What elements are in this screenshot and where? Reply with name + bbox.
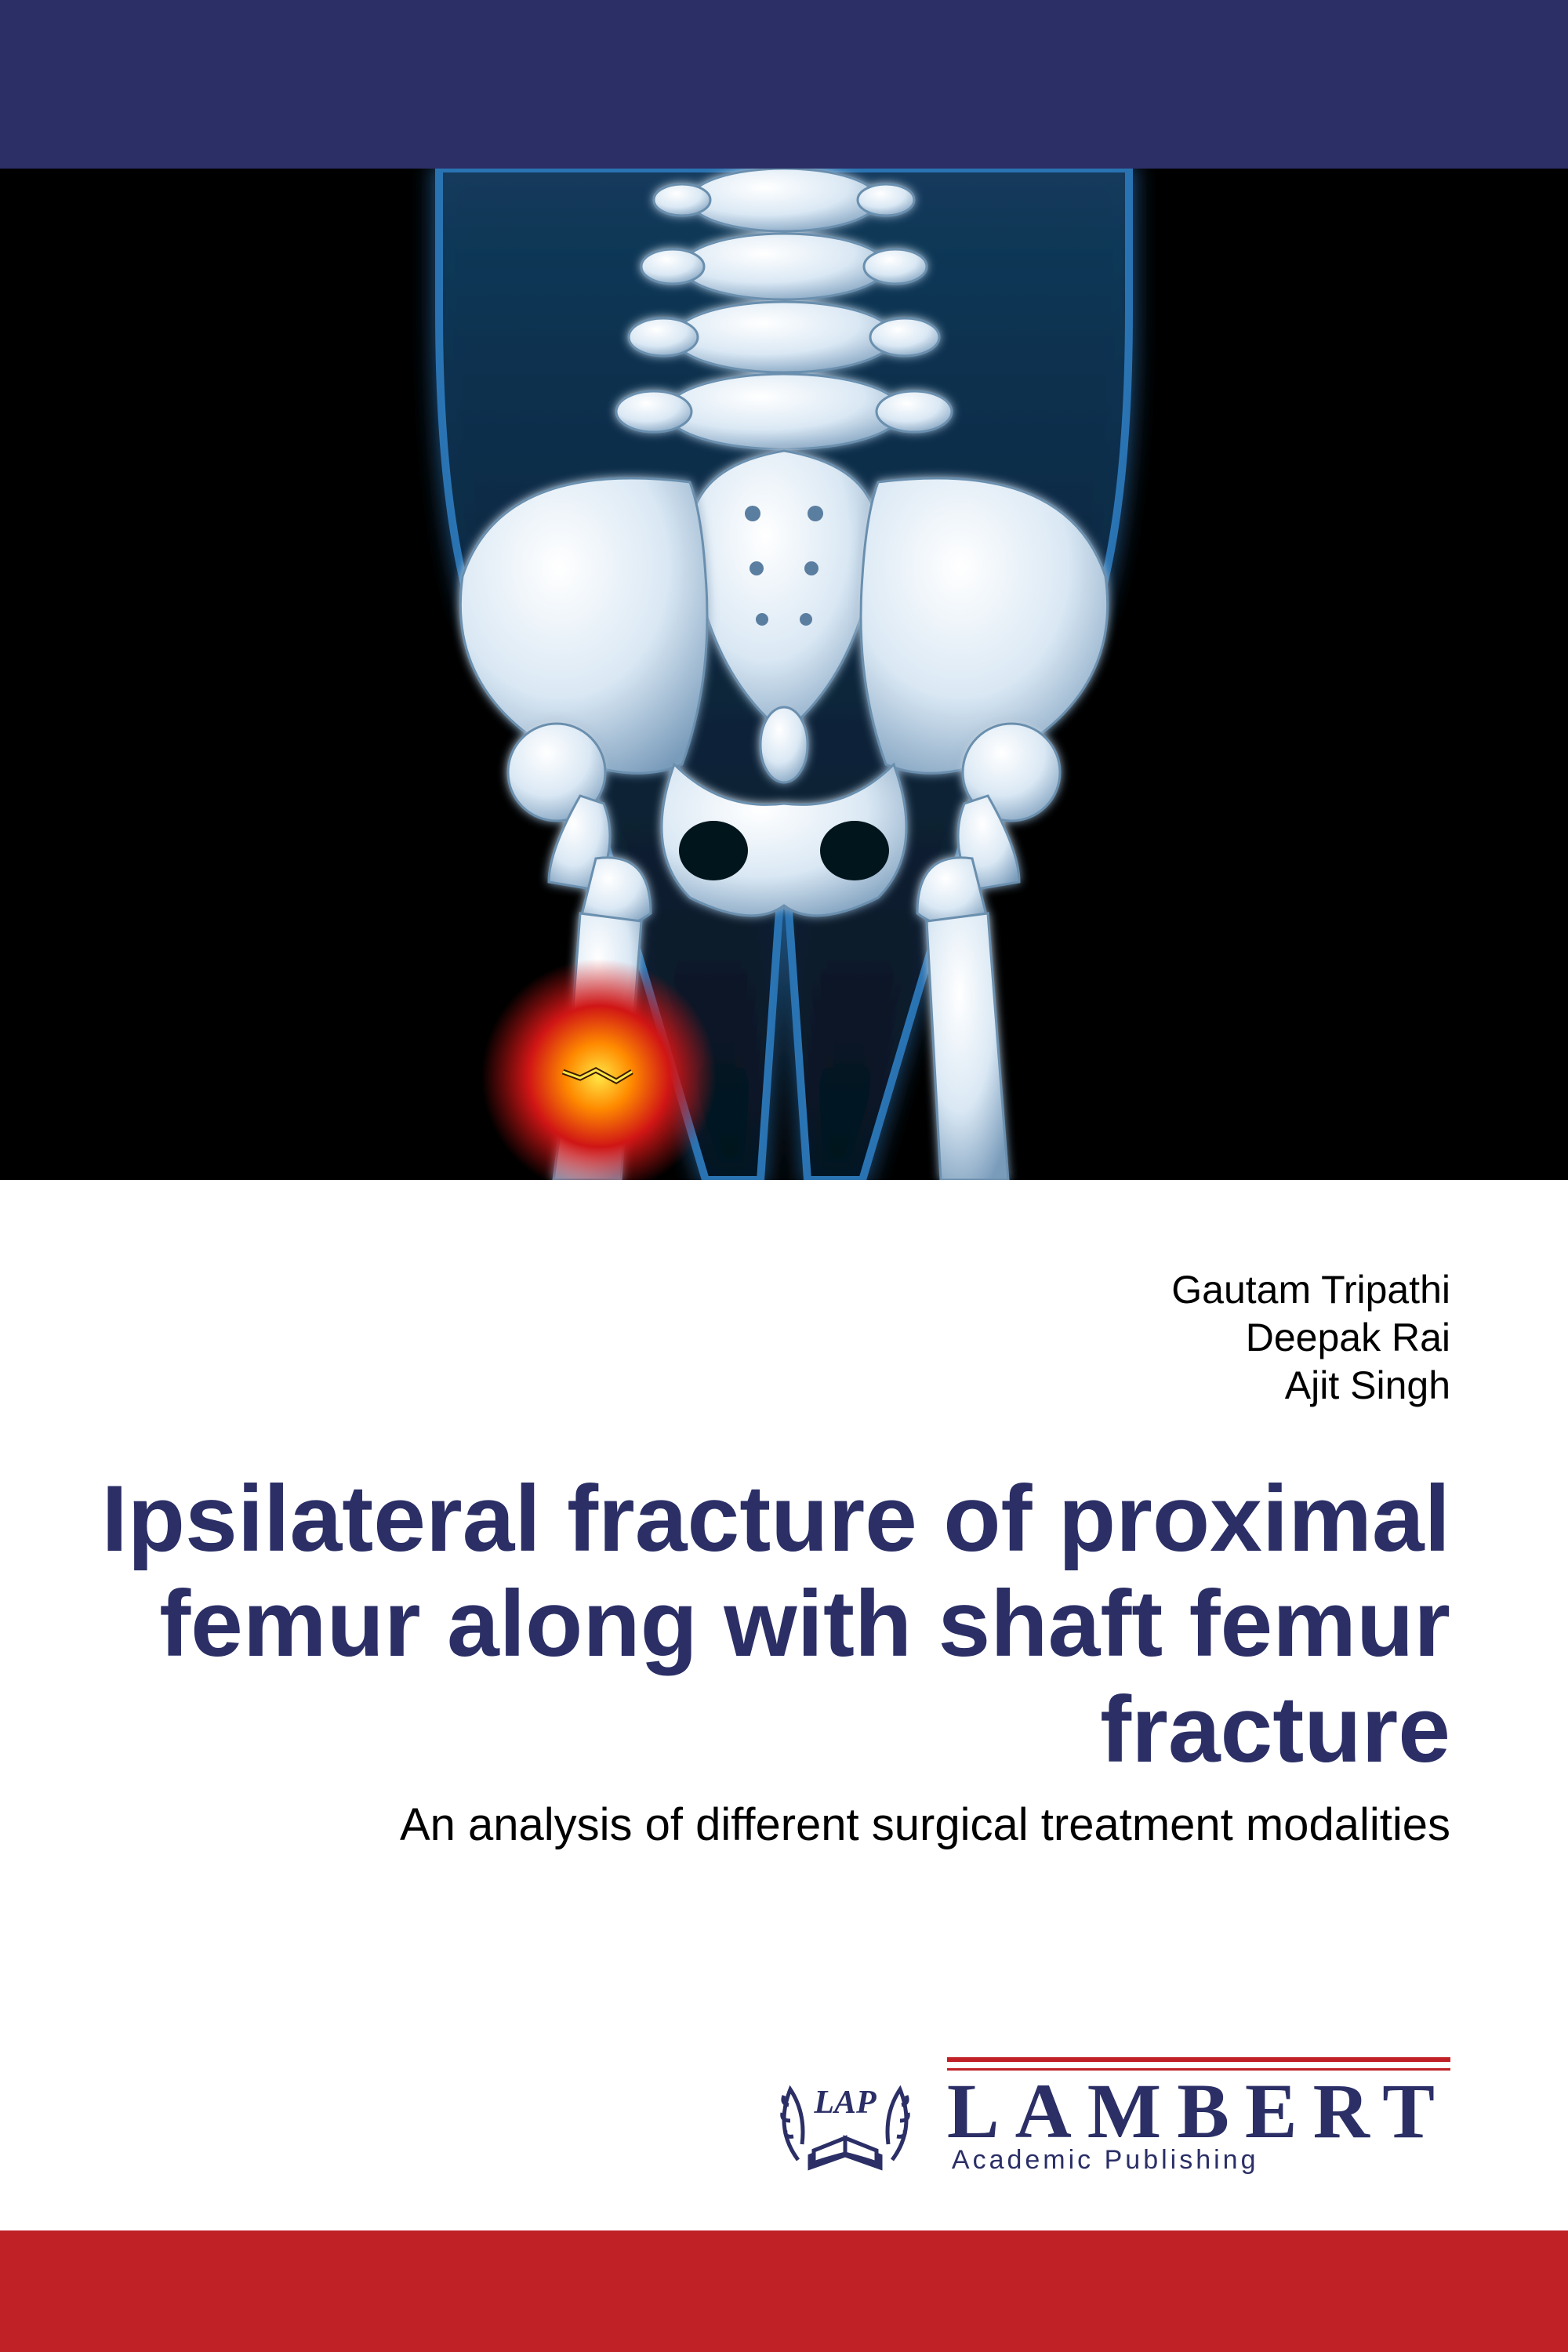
publisher-rule — [947, 2057, 1450, 2062]
author-list: Gautam Tripathi Deepak Rai Ajit Singh — [1171, 1266, 1450, 1410]
publisher-logo-icon: LAP — [767, 2058, 924, 2176]
author-3: Ajit Singh — [1171, 1362, 1450, 1410]
publisher-badge-text: LAP — [813, 2085, 877, 2121]
top-color-band — [0, 0, 1568, 169]
cover-illustration — [0, 169, 1568, 1180]
bottom-color-band — [0, 2230, 1568, 2352]
publisher-name: LAMBERT Academic Publishing — [947, 2057, 1450, 2176]
book-subtitle: An analysis of different surgical treatm… — [235, 1799, 1450, 1852]
author-2: Deepak Rai — [1171, 1314, 1450, 1362]
book-title: Ipsilateral fracture of proximal femur a… — [94, 1466, 1450, 1782]
pelvis-femur-illustration — [0, 169, 1568, 1180]
author-1: Gautam Tripathi — [1171, 1266, 1450, 1314]
publisher-main: LAMBERT — [947, 2074, 1450, 2148]
publisher-block: LAP LAMBERT Academic Publishing — [767, 2057, 1450, 2176]
